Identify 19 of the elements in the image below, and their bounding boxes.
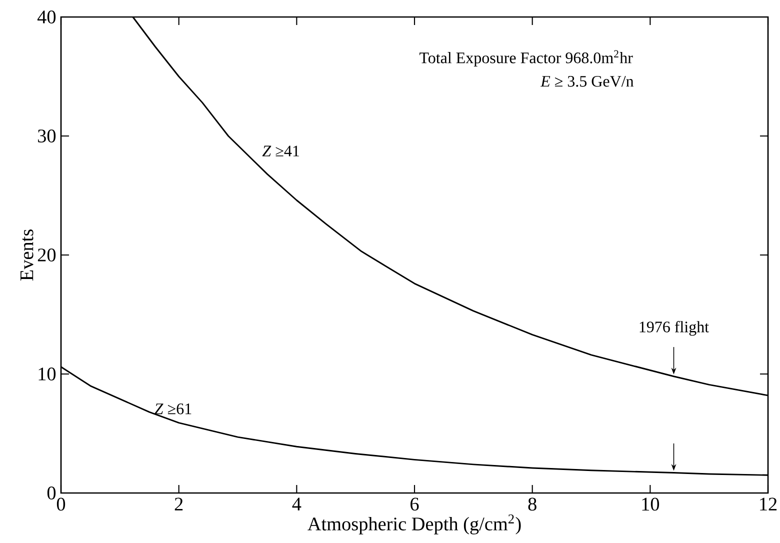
y-tick-label: 20 [38,248,56,262]
annotation: 1976 flight [640,320,709,336]
x-tick-label: 2 [174,498,183,510]
x-tick-label: 12 [760,498,777,510]
x-axis-title: Atmospheric Depth (g/cm$^{2}$) [308,514,521,534]
x-tick-label: 4 [292,498,302,510]
x-tick-label: 0 [56,498,66,511]
annotation: E ≥ 3.5 GeV/n [540,76,634,87]
x-tick-label: 8 [528,498,536,511]
y-tick-label: 30 [38,130,56,142]
x-tick-label: 6 [410,498,419,511]
annotation: Total Exposure Factor 968.0m$^{2}$hr [420,50,633,67]
series-label: Z ≥41 [262,146,300,156]
y-tick-label: 10 [38,368,56,380]
x-tick-label: 10 [642,498,660,511]
series-label: Z ≥61 [154,403,192,414]
y-tick-label: 0 [47,486,56,500]
y-tick-label: 40 [37,10,56,24]
y-axis-title: Events [20,230,34,281]
